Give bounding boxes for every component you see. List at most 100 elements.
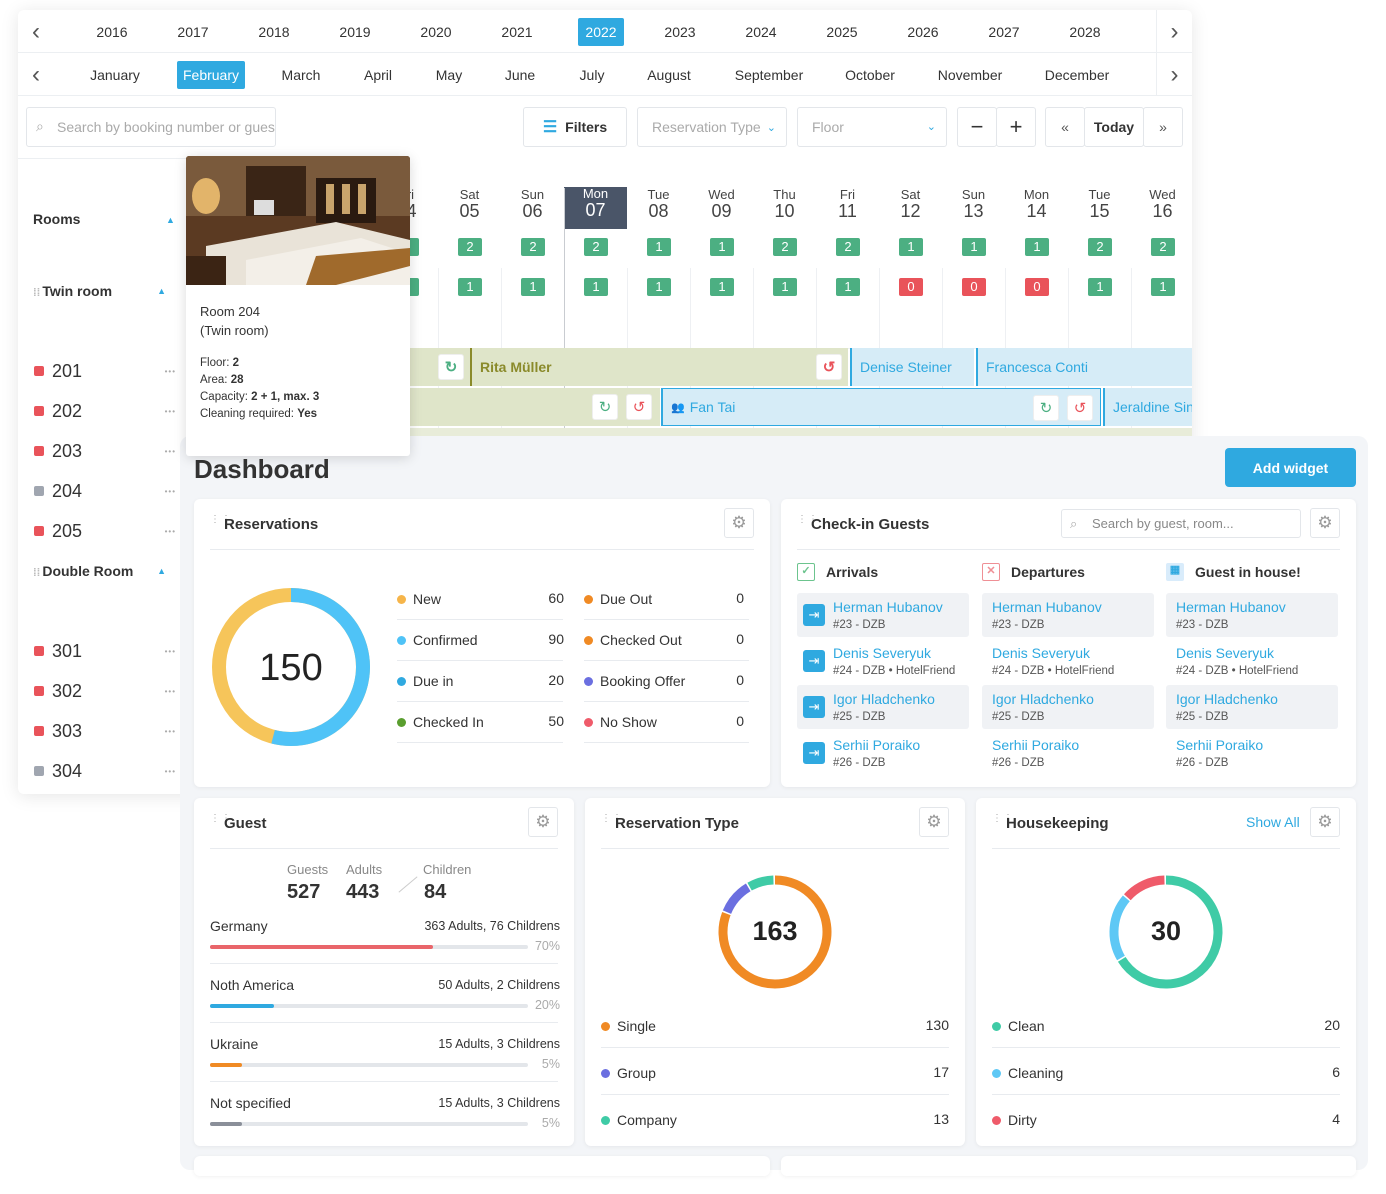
room-row[interactable]: 202 ••• bbox=[18, 391, 178, 431]
history-icon[interactable]: ↺ bbox=[1067, 395, 1093, 421]
month-february[interactable]: February bbox=[177, 61, 245, 89]
guest-card[interactable]: Herman Hubanov #23 - DZB bbox=[1166, 593, 1338, 637]
booking-bar-partial[interactable] bbox=[408, 428, 1192, 436]
floor-select[interactable]: Floor ⌄ bbox=[797, 107, 947, 147]
month-october[interactable]: October bbox=[845, 67, 895, 83]
guest-name[interactable]: Serhii Poraiko bbox=[992, 737, 1080, 753]
day-header-15[interactable]: Tue 15 bbox=[1068, 188, 1131, 228]
collapse-group-icon[interactable]: ▲ bbox=[157, 286, 166, 296]
day-header-16[interactable]: Wed 16 bbox=[1131, 188, 1192, 228]
more-options-icon[interactable]: ••• bbox=[164, 766, 176, 776]
room-row[interactable]: 302 ••• bbox=[18, 671, 178, 711]
year-2019[interactable]: 2019 bbox=[339, 24, 371, 40]
booking-bar-denise[interactable]: Denise Steiner bbox=[850, 348, 974, 386]
year-2021[interactable]: 2021 bbox=[501, 24, 533, 40]
more-options-icon[interactable]: ••• bbox=[164, 726, 176, 736]
year-2016[interactable]: 2016 bbox=[96, 24, 128, 40]
guest-name[interactable]: Denis Severyuk bbox=[992, 645, 1091, 661]
gear-icon[interactable]: ⚙ bbox=[1310, 508, 1340, 538]
guest-card[interactable]: Serhii Poraiko #26 - DZB bbox=[1166, 731, 1338, 775]
guest-card[interactable]: ⇥ Igor Hladchenko #25 - DZB bbox=[797, 685, 969, 729]
next-month-icon[interactable]: › bbox=[1156, 53, 1192, 96]
room-row[interactable]: 203 ••• bbox=[18, 431, 178, 471]
prev-week-button[interactable]: « bbox=[1045, 107, 1085, 147]
day-header-14[interactable]: Mon 14 bbox=[1005, 188, 1068, 228]
month-january[interactable]: January bbox=[90, 67, 140, 83]
more-options-icon[interactable]: ••• bbox=[164, 686, 176, 696]
booking-bar-continuing[interactable]: ↻ ↺ bbox=[408, 388, 660, 426]
year-2017[interactable]: 2017 bbox=[177, 24, 209, 40]
day-header-06[interactable]: Sun 06 bbox=[501, 188, 564, 228]
month-march[interactable]: March bbox=[281, 67, 321, 83]
more-options-icon[interactable]: ••• bbox=[164, 646, 176, 656]
month-august[interactable]: August bbox=[647, 67, 691, 83]
zoom-out-button[interactable]: − bbox=[957, 107, 997, 147]
guest-card[interactable]: ⇥ Herman Hubanov #23 - DZB bbox=[797, 593, 969, 637]
day-header-09[interactable]: Wed 09 bbox=[690, 188, 753, 228]
drag-handle-icon[interactable]: ⋮⋮ bbox=[210, 514, 232, 525]
room-row[interactable]: 204 ••• bbox=[18, 471, 178, 511]
guest-name[interactable]: Igor Hladchenko bbox=[833, 691, 935, 707]
year-2020[interactable]: 2020 bbox=[420, 24, 452, 40]
day-header-07[interactable]: Mon 07 bbox=[564, 187, 627, 229]
guest-card[interactable]: ⇥ Denis Severyuk #24 - DZB • HotelFriend bbox=[797, 639, 969, 683]
more-options-icon[interactable]: ••• bbox=[164, 526, 176, 536]
month-may[interactable]: May bbox=[435, 67, 463, 83]
checkin-icon[interactable]: ⇥ bbox=[803, 650, 825, 672]
guest-name[interactable]: Denis Severyuk bbox=[833, 645, 932, 661]
day-header-13[interactable]: Sun 13 bbox=[942, 188, 1005, 228]
guest-card[interactable]: Serhii Poraiko #26 - DZB bbox=[982, 731, 1154, 775]
drag-handle-icon[interactable]: ⁞⁞ bbox=[33, 567, 41, 579]
drag-handle-icon[interactable]: ⋮⋮ bbox=[210, 813, 232, 824]
guest-name[interactable]: Igor Hladchenko bbox=[992, 691, 1094, 707]
room-group-header[interactable]: ⁞⁞ Double Room ▲ bbox=[33, 563, 178, 579]
booking-bar-francesca[interactable]: Francesca Conti bbox=[976, 348, 1192, 386]
room-row[interactable]: 303 ••• bbox=[18, 711, 178, 751]
guest-name[interactable]: Denis Severyuk bbox=[1176, 645, 1275, 661]
month-december[interactable]: December bbox=[1044, 67, 1110, 83]
gear-icon[interactable]: ⚙ bbox=[724, 508, 754, 538]
more-options-icon[interactable]: ••• bbox=[164, 486, 176, 496]
month-september[interactable]: September bbox=[734, 67, 804, 83]
checkin-icon[interactable]: ↻ bbox=[1033, 395, 1059, 421]
booking-bar-rita[interactable]: ↻ Rita Müller ↺ bbox=[408, 348, 848, 386]
guest-search-input[interactable]: ⌕ Search by guest, room... bbox=[1061, 509, 1301, 538]
day-header-05[interactable]: Sat 05 bbox=[438, 188, 501, 228]
collapse-group-icon[interactable]: ▲ bbox=[157, 566, 166, 576]
day-header-11[interactable]: Fri 11 bbox=[816, 188, 879, 228]
gear-icon[interactable]: ⚙ bbox=[528, 807, 558, 837]
gear-icon[interactable]: ⚙ bbox=[1310, 807, 1340, 837]
month-july[interactable]: July bbox=[579, 67, 605, 83]
guest-card[interactable]: Igor Hladchenko #25 - DZB bbox=[1166, 685, 1338, 729]
checkin-icon[interactable]: ⇥ bbox=[803, 696, 825, 718]
guest-card[interactable]: Herman Hubanov #23 - DZB bbox=[982, 593, 1154, 637]
year-2024[interactable]: 2024 bbox=[745, 24, 777, 40]
history-icon[interactable]: ↺ bbox=[816, 354, 842, 380]
year-2025[interactable]: 2025 bbox=[826, 24, 858, 40]
filters-button[interactable]: ☰ Filters bbox=[523, 107, 627, 147]
month-november[interactable]: November bbox=[937, 67, 1003, 83]
next-week-button[interactable]: » bbox=[1143, 107, 1183, 147]
checkin-icon[interactable]: ⇥ bbox=[803, 604, 825, 626]
checkin-icon[interactable]: ↻ bbox=[592, 394, 618, 420]
room-row[interactable]: 304 ••• bbox=[18, 751, 178, 791]
day-header-10[interactable]: Thu 10 bbox=[753, 188, 816, 228]
booking-search-input[interactable]: ⌕ Search by booking number or guest bbox=[26, 107, 276, 147]
guest-name[interactable]: Herman Hubanov bbox=[833, 599, 943, 615]
year-2022[interactable]: 2022 bbox=[578, 18, 624, 46]
year-2028[interactable]: 2028 bbox=[1069, 24, 1101, 40]
room-row[interactable]: 205 ••• bbox=[18, 511, 178, 551]
guest-name[interactable]: Herman Hubanov bbox=[992, 599, 1102, 615]
zoom-in-button[interactable]: + bbox=[996, 107, 1036, 147]
guest-name[interactable]: Serhii Poraiko bbox=[1176, 737, 1264, 753]
guest-card[interactable]: ⇥ Serhii Poraiko #26 - DZB bbox=[797, 731, 969, 775]
drag-handle-icon[interactable]: ⁞⁞ bbox=[33, 287, 41, 299]
more-options-icon[interactable]: ••• bbox=[164, 406, 176, 416]
more-options-icon[interactable]: ••• bbox=[164, 366, 176, 376]
reservation-type-select[interactable]: Reservation Type ⌄ bbox=[637, 107, 787, 147]
more-options-icon[interactable]: ••• bbox=[164, 446, 176, 456]
year-2026[interactable]: 2026 bbox=[907, 24, 939, 40]
checkin-icon[interactable]: ↻ bbox=[438, 354, 464, 380]
year-2023[interactable]: 2023 bbox=[664, 24, 696, 40]
guest-name[interactable]: Herman Hubanov bbox=[1176, 599, 1286, 615]
